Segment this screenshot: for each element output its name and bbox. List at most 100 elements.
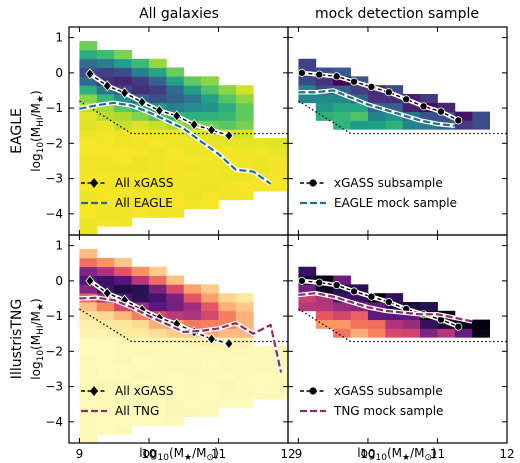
heatmap-cell	[402, 102, 421, 113]
heatmap-cell	[235, 354, 254, 365]
heatmap-cell	[253, 381, 272, 391]
heatmap-cell	[114, 67, 132, 77]
heatmap-cell	[131, 328, 150, 338]
data-point	[350, 287, 359, 296]
heatmap-cell	[114, 49, 132, 60]
heatmap-cell	[79, 249, 98, 259]
heatmap-cell	[96, 381, 115, 391]
heatmap-cell	[218, 390, 237, 400]
data-point	[315, 278, 324, 287]
heatmap-cell	[148, 190, 167, 201]
heatmap-cell	[96, 155, 115, 165]
y-tick-label: −3	[45, 380, 63, 394]
heatmap-cell	[472, 120, 491, 130]
heatmap-cell	[350, 284, 369, 294]
y-tick-label: −2	[45, 344, 63, 358]
x-tick-label: 10	[141, 447, 156, 461]
heatmap-cell	[131, 182, 150, 192]
heatmap-cell	[131, 390, 150, 400]
heatmap-cell	[315, 310, 334, 321]
heatmap-cell	[183, 111, 202, 121]
heatmap-cell	[79, 310, 98, 321]
heatmap-cell	[183, 76, 202, 86]
heatmap-cell	[131, 319, 150, 329]
data-point	[384, 88, 393, 97]
heatmap-cell	[183, 284, 202, 294]
heatmap-cell	[96, 138, 115, 148]
heatmap-cell	[79, 354, 98, 365]
y-tick-label: −1	[45, 309, 63, 323]
heatmap-cell	[131, 372, 150, 382]
heatmap-cell	[350, 328, 369, 338]
heatmap-cell	[148, 354, 167, 365]
heatmap-cell	[350, 293, 369, 303]
heatmap-cell	[166, 372, 185, 382]
heatmap-cell	[201, 346, 219, 356]
heatmap-cell	[79, 346, 98, 356]
heatmap-cell	[298, 284, 317, 294]
heatmap-cell	[201, 407, 219, 417]
heatmap-cell	[253, 372, 272, 382]
heatmap-cell	[315, 284, 334, 294]
heatmap-cell	[183, 319, 202, 329]
heatmap-cell	[114, 390, 132, 400]
series-outline	[298, 290, 473, 324]
heatmap-cell	[79, 41, 98, 51]
x-tick-label: 9	[76, 447, 84, 461]
series-line	[301, 72, 459, 122]
heatmap-cell	[420, 301, 438, 312]
data-point	[332, 72, 341, 81]
data-point	[297, 276, 306, 285]
heatmap-cell	[114, 381, 132, 391]
heatmap-cell	[333, 301, 351, 312]
heatmap-cell	[333, 310, 351, 321]
heatmap-cell	[96, 173, 115, 183]
heatmap-cell	[183, 199, 202, 209]
data-point	[224, 337, 234, 350]
heatmap-cell	[270, 346, 288, 356]
series-line	[301, 280, 459, 328]
series-line	[79, 101, 272, 185]
heatmap-cell	[270, 182, 288, 192]
heatmap-cell	[201, 182, 219, 192]
heatmap-cell	[201, 129, 219, 139]
legend-label: All xGASS	[115, 176, 174, 190]
heatmap-cell	[79, 301, 98, 312]
heatmap-cell	[350, 319, 369, 329]
data-point	[224, 129, 234, 142]
heatmap-cell	[402, 301, 421, 312]
y-tick-label: 1	[55, 239, 63, 253]
heatmap-cell	[96, 58, 115, 68]
heatmap-cell	[96, 372, 115, 382]
heatmap-cell	[114, 208, 132, 218]
heatmap-cell	[114, 76, 132, 86]
heatmap-cell	[114, 217, 132, 227]
data-point	[367, 292, 376, 301]
y-tick-label: 0	[55, 274, 63, 288]
heatmap-cell	[131, 266, 150, 276]
panel-eagle-all: 1 0 −1 −2 −3 −4 All xGASS All EAGLE	[45, 26, 289, 236]
heatmap-cell	[79, 425, 98, 435]
heatmap-cell	[454, 111, 473, 121]
data-point	[402, 95, 411, 104]
heatmap-cell	[148, 301, 167, 312]
data-point	[207, 124, 217, 136]
heatmap-cell	[96, 319, 115, 329]
heatmap-cell	[166, 293, 185, 303]
heatmap-cell	[201, 164, 219, 174]
heatmap-cell	[367, 301, 386, 312]
xlabel-right: log10(M★/M⊙)	[357, 446, 437, 463]
heatmap-cell	[201, 146, 219, 157]
heatmap-cell	[96, 85, 115, 95]
data-point	[384, 297, 393, 306]
heatmap-cell	[235, 310, 254, 321]
panel-eagle-mock: xGASS subsample EAGLE mock sample	[287, 26, 508, 236]
heatmap-cell	[131, 138, 150, 148]
heatmap-cell	[148, 319, 167, 329]
data-point	[297, 68, 306, 77]
data-point	[172, 110, 182, 122]
heatmap-cell	[148, 266, 167, 276]
heatmap-cell	[333, 111, 351, 121]
heatmap-cell	[131, 164, 150, 174]
heatmap-cell	[96, 398, 115, 409]
